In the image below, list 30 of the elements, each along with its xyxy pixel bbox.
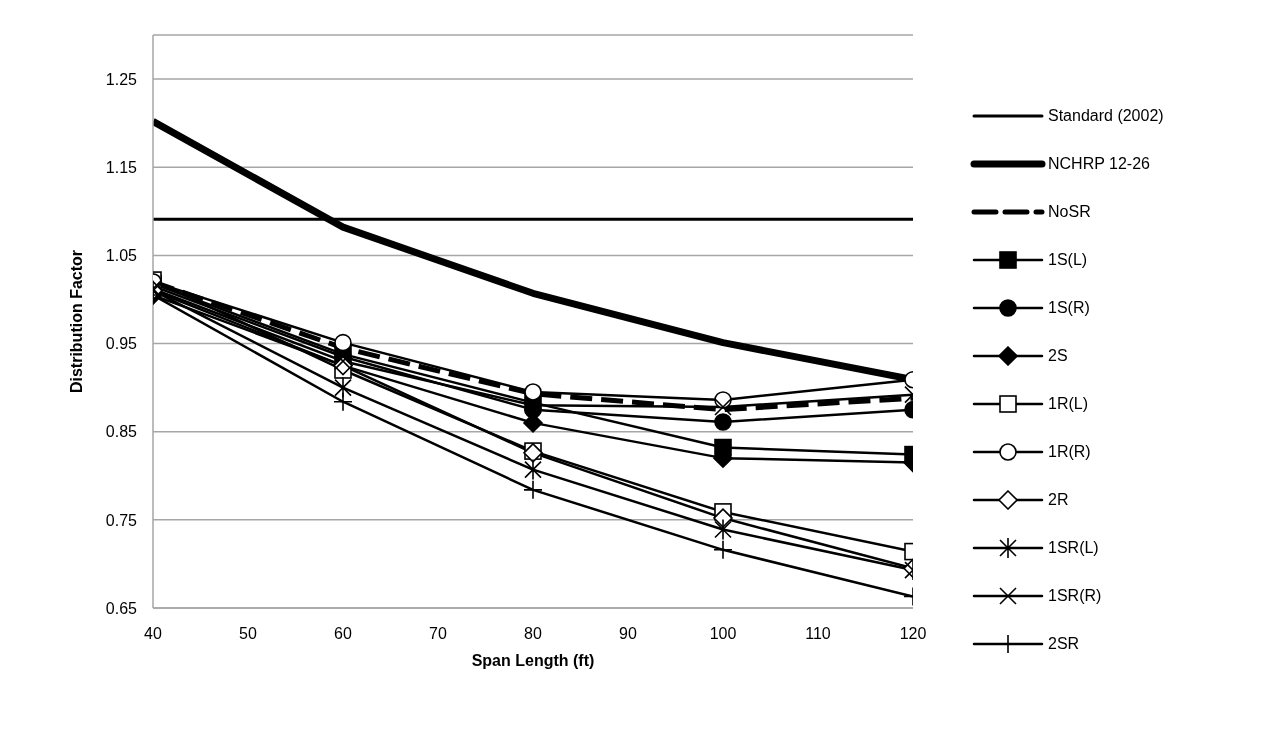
legend-label: NoSR: [1048, 203, 1091, 221]
y-tick-label: 1.05: [105, 247, 138, 265]
y-tick-label: 1.25: [105, 70, 138, 88]
legend-label: 2S: [1048, 347, 1068, 365]
legend-label: 1SR(R): [1048, 587, 1102, 605]
x-tick-label: 50: [239, 625, 257, 643]
x-tick-label: 90: [619, 625, 637, 643]
y-tick-label: 0.95: [105, 335, 138, 353]
legend-label: NCHRP 12-26: [1048, 155, 1150, 173]
x-tick-label: 60: [334, 625, 352, 643]
x-tick-label: 100: [709, 625, 737, 643]
legend-label: 1SR(L): [1048, 539, 1099, 557]
legend-label: 1R(L): [1048, 395, 1089, 413]
y-axis-title: Distribution Factor: [67, 249, 85, 394]
legend-label: 1S(R): [1048, 299, 1090, 317]
legend-label: 1R(R): [1048, 443, 1091, 461]
legend-label: 2R: [1048, 491, 1069, 509]
y-tick-label: 0.75: [105, 511, 138, 529]
x-tick-label: 80: [524, 625, 542, 643]
legend-label: 1S(L): [1048, 251, 1088, 269]
y-tick-label: 0.65: [105, 599, 138, 617]
x-tick-label: 70: [429, 625, 447, 643]
y-tick-label: 0.85: [105, 423, 138, 441]
legend-label: 2SR: [1048, 635, 1080, 653]
x-tick-label: 40: [144, 625, 162, 643]
x-tick-label: 110: [805, 625, 831, 643]
legend-label: Standard (2002): [1048, 107, 1164, 125]
y-tick-label: 1.15: [105, 158, 138, 176]
x-tick-label: 120: [899, 625, 927, 643]
x-axis-title: Span Length (ft): [471, 652, 595, 669]
